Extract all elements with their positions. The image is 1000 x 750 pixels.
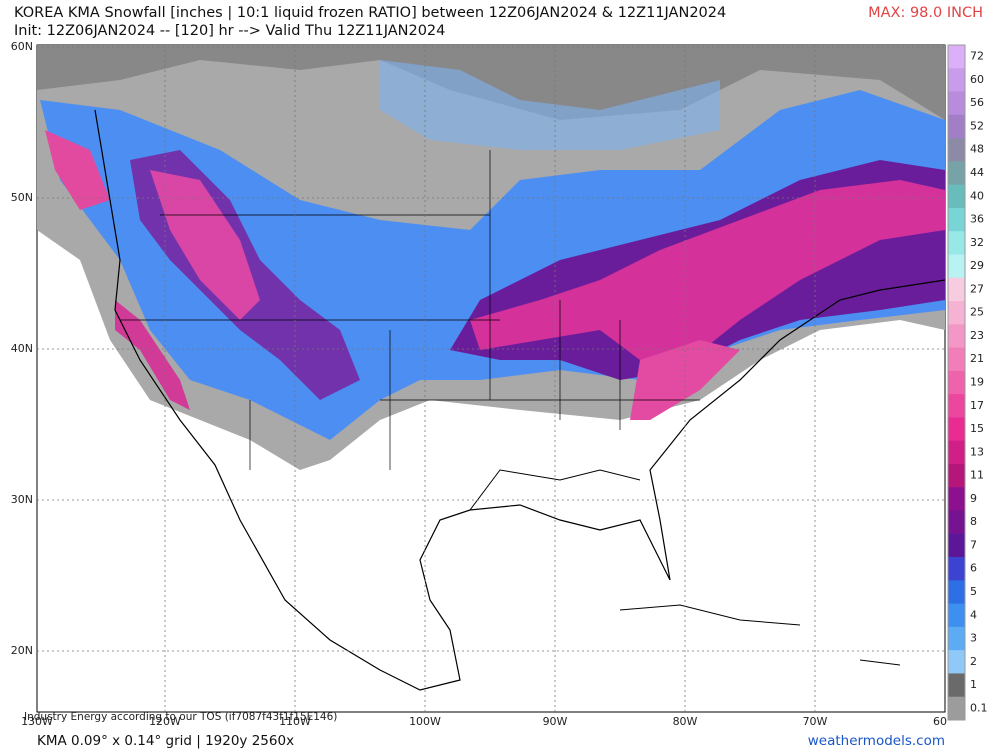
grid-info: KMA 0.09° x 0.14° grid | 1920y 2560x [37,733,294,749]
colorbar-label: 17 [970,399,984,412]
lon-label: 70W [803,715,828,728]
map-panel: 60N 50N 40N 30N 20N 130W 120W 110W 100W 90W 80W 70W… [11,40,947,728]
colorbar-bin [948,254,965,279]
colorbar-bin [948,673,965,698]
colorbar-label: 23 [970,329,984,342]
lat-label: 50N [11,191,33,204]
colorbar-label: 15 [970,422,984,435]
colorbar-label: 8 [970,515,977,528]
colorbar-label: 6 [970,562,977,575]
max-label: MAX: 98.0 INCH [868,5,983,21]
colorbar-bin [948,207,965,232]
colorbar-bin [948,231,965,255]
colorbar-label: 32 [970,236,984,249]
colorbar-label: 56 [970,96,984,109]
colorbar-label: 21 [970,352,984,365]
colorbar-label: 1 [970,678,977,691]
colorbar-bin [948,324,965,349]
colorbar-bin [948,417,965,442]
colorbar-label: 72 [970,50,984,63]
colorbar-label: 4 [970,608,977,621]
lon-label: 100W [409,715,441,728]
lon-label: 110W [279,715,311,728]
colorbar-label: 52 [970,119,984,132]
lon-label: 60 [933,715,947,728]
graticule: 60N 50N 40N 30N 20N 130W 120W 110W 100W 90W 80W 70W… [11,40,947,728]
lat-label: 30N [11,493,33,506]
colorbar-label: 60 [970,73,984,86]
snowfall-field [37,45,945,470]
lat-label: 20N [11,644,33,657]
colorbar-bin [948,510,965,535]
colorbar-label: 36 [970,213,984,226]
colorbar-bin [948,557,965,581]
lat-label: 60N [11,40,33,53]
title: KOREA KMA Snowfall [inches | 10:1 liquid… [14,5,726,21]
colorbar-bin [948,696,965,721]
colorbar-bin [948,138,965,162]
subtitle: Init: 12Z06JAN2024 -- [120] hr --> Valid… [14,23,445,39]
lon-label: 120W [149,715,181,728]
colorbar-bin [948,347,965,372]
colorbar-bin [948,463,965,488]
colorbar-bin [948,45,965,69]
colorbar-label: 0.1 [970,701,988,714]
disclaimer: Industry Energy according to our TOS (if… [24,711,337,723]
state-borders [120,150,700,470]
colorbar-frame [947,44,966,721]
colorbar: 7260565248444036322927252321191715131198… [947,44,988,721]
lat-label: 40N [11,342,33,355]
colorbar-label: 5 [970,585,977,598]
colorbar-label: 29 [970,259,984,272]
colorbar-bin [948,301,965,325]
colorbar-label: 27 [970,282,984,295]
colorbar-bin [948,91,965,116]
colorbar-bin [948,650,965,674]
colorbar-label: 40 [970,189,984,202]
colorbar-bin [948,184,965,209]
credit[interactable]: weathermodels.com [808,733,945,749]
colorbar-bin [948,370,965,395]
colorbar-label: 3 [970,632,977,645]
colorbar-bin [948,580,965,605]
colorbar-bin [948,626,965,651]
colorbar-label: 11 [970,469,984,482]
lon-label: 90W [543,715,568,728]
lon-label: 130W [21,715,53,728]
colorbar-label: 13 [970,445,984,458]
coastline [94,109,946,691]
colorbar-bin [948,487,965,512]
colorbar-bin [948,277,965,302]
colorbar-bin [948,114,965,139]
colorbar-bin [948,533,965,558]
lon-label: 80W [673,715,698,728]
colorbar-bin [948,68,965,93]
colorbar-label: 19 [970,376,984,389]
colorbar-bin [948,161,965,186]
colorbar-bin [948,603,965,628]
colorbar-label: 2 [970,655,977,668]
colorbar-label: 44 [970,166,984,179]
colorbar-label: 48 [970,143,984,156]
colorbar-label: 9 [970,492,977,505]
gulf-coast [469,469,641,511]
caribbean-islands [619,604,901,666]
colorbar-label: 25 [970,306,984,319]
colorbar-bin [948,394,965,418]
colorbar-bin [948,440,965,465]
colorbar-label: 7 [970,538,977,551]
